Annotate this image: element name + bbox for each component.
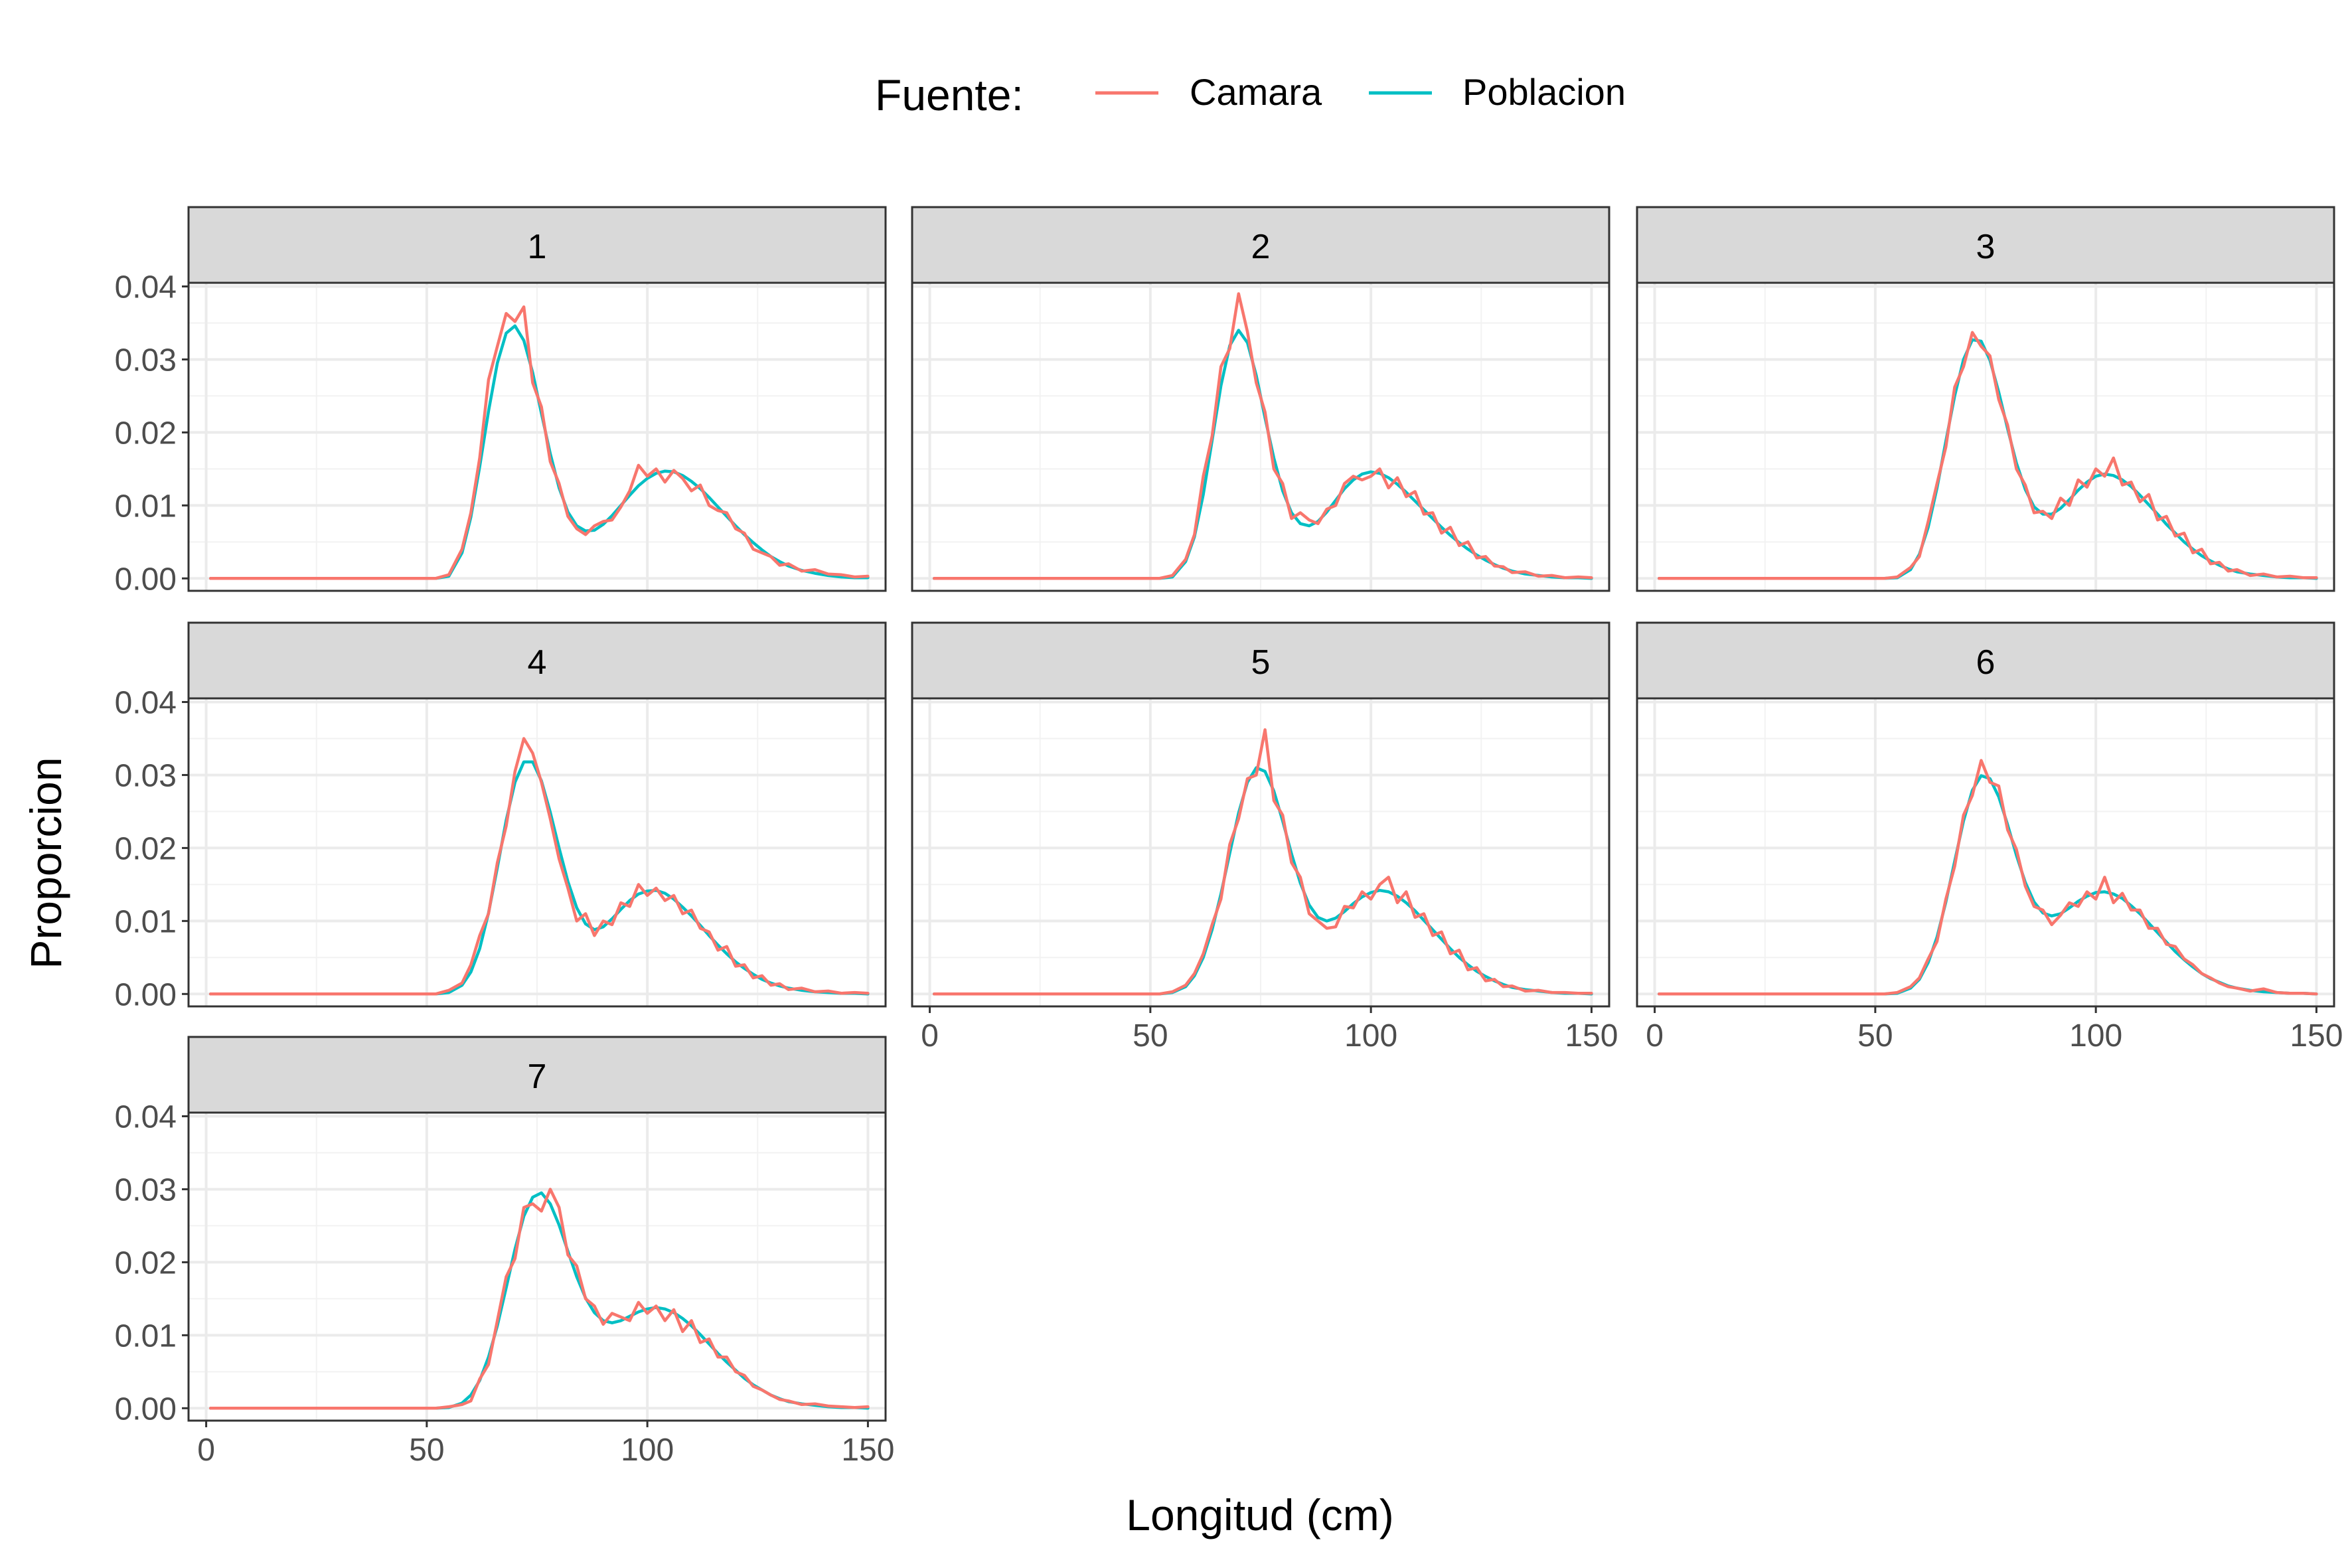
x-tick-label: 50	[409, 1433, 444, 1468]
y-tick-label: 0.00	[115, 562, 177, 597]
panel-strip-label: 3	[1976, 228, 1996, 266]
panel-strip-label: 7	[528, 1058, 547, 1096]
y-tick-label: 0.03	[115, 343, 177, 378]
y-tick-label: 0.03	[115, 758, 177, 793]
legend-label-camara: Camara	[1190, 71, 1322, 113]
x-axis-title: Longitud (cm)	[1126, 1490, 1394, 1539]
y-tick-label: 0.01	[115, 1318, 177, 1354]
x-tick-label: 150	[1565, 1018, 1618, 1054]
series-line-camara	[208, 305, 870, 580]
panel-strip	[1636, 206, 2335, 284]
panel-2: 2	[911, 206, 1610, 592]
y-tick-label: 0.00	[115, 1391, 177, 1427]
series-line-camara	[208, 737, 870, 996]
panel-border	[911, 281, 1610, 592]
panel-3: 3	[1636, 206, 2335, 592]
x-tick-label: 100	[621, 1433, 674, 1468]
x-tick-label: 100	[2069, 1018, 2122, 1054]
legend: Fuente: Camara Poblacion	[875, 70, 1626, 119]
series-line-camara	[932, 292, 1593, 580]
legend-label-poblacion: Poblacion	[1462, 71, 1626, 113]
legend-title: Fuente:	[875, 70, 1024, 119]
series-line-camara	[1657, 759, 2318, 996]
x-tick-label: 0	[197, 1433, 215, 1468]
series-line-camara	[1657, 331, 2318, 580]
y-tick-label: 0.04	[115, 685, 177, 720]
x-tick-label: 50	[1857, 1018, 1893, 1054]
panel-strip	[911, 206, 1610, 284]
panel-strip-label: 1	[528, 228, 547, 266]
panel-4: 4 0.00 0.01 0.02 0.03 0.04	[115, 621, 887, 1012]
panel-6: 6 0 50 100 150	[1636, 621, 2343, 1054]
panel-border	[187, 281, 887, 592]
panel-border	[911, 697, 1610, 1008]
y-tick-label: 0.02	[115, 1245, 177, 1281]
x-tick-label: 100	[1344, 1018, 1397, 1054]
y-tick-label: 0.01	[115, 904, 177, 939]
panel-strip-label: 4	[528, 643, 547, 682]
panel-strip-label: 6	[1976, 643, 1996, 682]
x-tick-label: 50	[1133, 1018, 1168, 1054]
panel-strip	[1636, 621, 2335, 700]
y-tick-label: 0.04	[115, 270, 177, 305]
y-axis-title: Proporcion	[21, 757, 70, 969]
y-tick-label: 0.02	[115, 831, 177, 866]
y-tick-label: 0.01	[115, 489, 177, 524]
panel-strip	[187, 621, 887, 700]
y-tick-label: 0.00	[115, 977, 177, 1012]
panel-strip	[187, 206, 887, 284]
x-tick-label: 0	[1646, 1018, 1664, 1054]
panel-border	[1636, 697, 2335, 1008]
y-tick-label: 0.04	[115, 1099, 177, 1135]
x-tick-label: 150	[841, 1433, 894, 1468]
panel-strip-label: 5	[1251, 643, 1271, 682]
y-tick-label: 0.03	[115, 1172, 177, 1208]
panel-5: 50 50 100 150	[911, 621, 1618, 1054]
series-line-camara	[932, 728, 1593, 996]
panel-border	[187, 697, 887, 1008]
y-tick-label: 0.02	[115, 416, 177, 451]
x-tick-label: 0	[921, 1018, 939, 1054]
x-tick-label: 150	[2290, 1018, 2343, 1054]
panel-7: 7 0.00 0.01 0.02 0.03 0.04 0 50 100 150	[115, 1036, 894, 1468]
panel-border	[187, 1111, 887, 1422]
panel-border	[1636, 281, 2335, 592]
panel-strip-label: 2	[1251, 228, 1271, 266]
panel-1: 1 0.00 0.01 0.02 0.03 0.04	[115, 206, 887, 597]
series-line-camara	[208, 1188, 870, 1410]
panel-strip	[911, 621, 1610, 700]
